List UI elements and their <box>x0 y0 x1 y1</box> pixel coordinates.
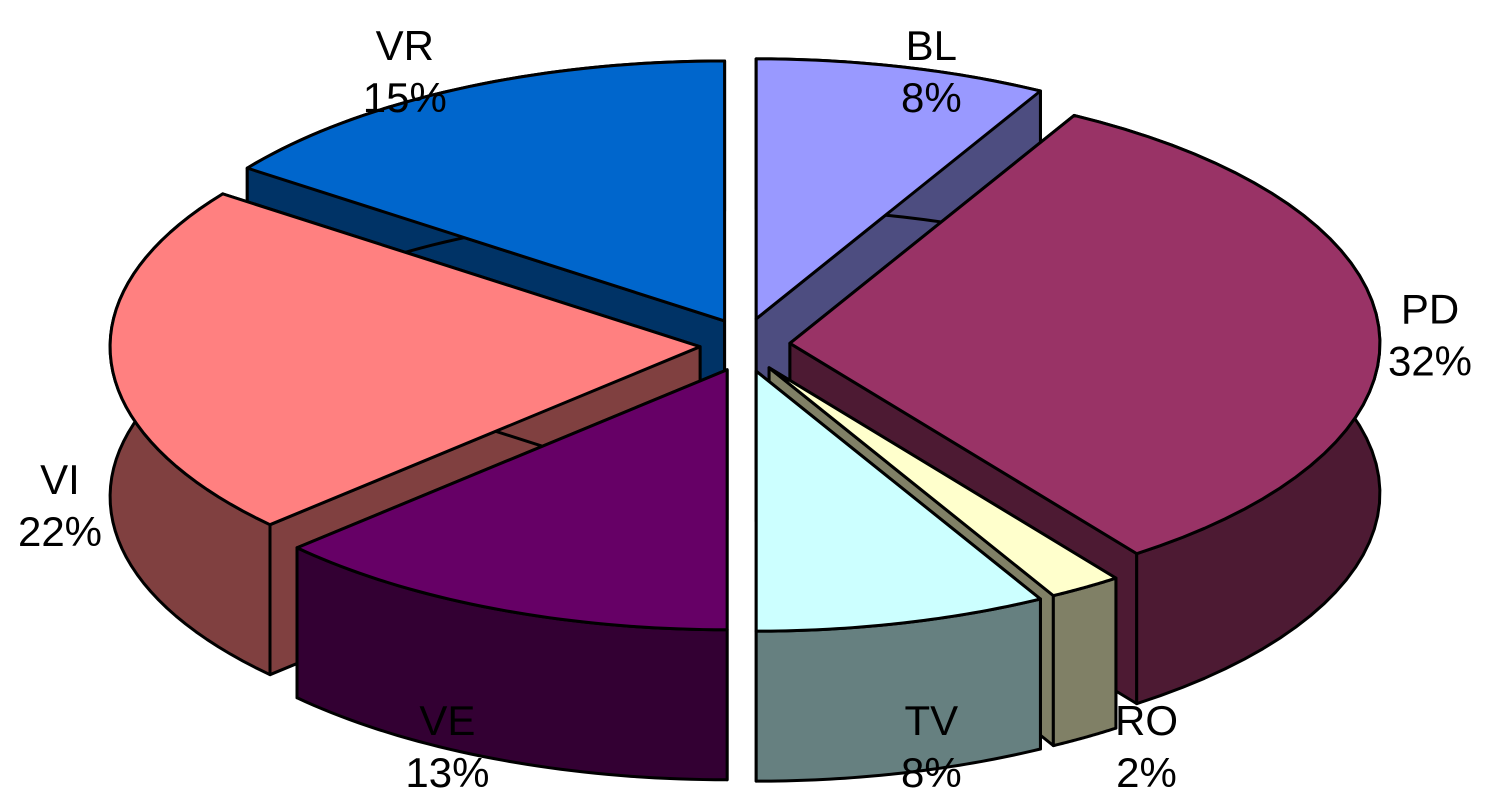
slice-top-vr <box>245 59 727 323</box>
slice-top-ro <box>767 366 1118 598</box>
slice-percent-ve: 13% <box>405 749 489 795</box>
slice-percent-pd: 32% <box>1388 338 1472 385</box>
slice-rim-ro <box>1051 576 1118 748</box>
slice-ve <box>295 368 729 782</box>
slice-top-ve <box>295 368 729 632</box>
slice-top-pd <box>788 113 1382 556</box>
slice-label-pd: PD <box>1401 286 1459 333</box>
slice-label-vi: VI <box>40 456 80 503</box>
slice-percent-vr: 15% <box>363 74 447 121</box>
slice-label-bl: BL <box>906 22 957 69</box>
slice-top-tv <box>754 369 1042 633</box>
slice-label-ro: RO <box>1115 697 1178 744</box>
slice-top-vi <box>108 192 702 527</box>
slice-label-tv: TV <box>905 697 959 744</box>
slice-top-bl <box>754 57 1042 321</box>
slice-percent-tv: 8% <box>901 749 962 795</box>
slice-percent-vi: 22% <box>18 508 102 555</box>
slice-percent-ro: 2% <box>1116 749 1177 795</box>
slice-tv <box>754 369 1042 783</box>
slice-label-ve: VE <box>419 697 475 744</box>
slice-percent-bl: 8% <box>901 74 962 121</box>
slice-label-vr: VR <box>376 22 434 69</box>
